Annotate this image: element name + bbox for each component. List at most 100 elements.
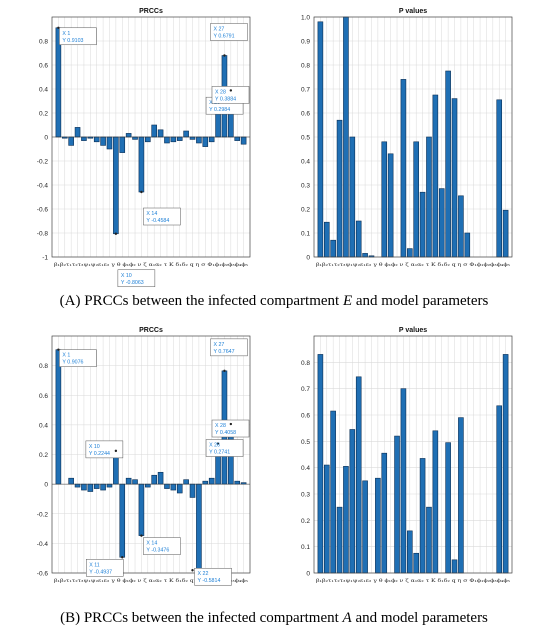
bar <box>170 483 177 491</box>
bar <box>202 480 209 485</box>
chart-title: PRCCs <box>139 327 163 334</box>
bar <box>394 435 400 574</box>
caption-b: (B) PRCCs between the infected compartme… <box>0 610 548 627</box>
chart-title: PRCCs <box>139 8 163 15</box>
y-tick-label: -0.8 <box>37 231 49 238</box>
prcc-chart-b: -0.6 -0.4 -0.2 0 0.2 0.4 0.6 0.8 PRCCs β₁β₂τ₁τ₂τ₃… <box>37 327 251 586</box>
datatip-box <box>210 23 248 41</box>
datatip-x-label: X 27 <box>213 342 224 348</box>
chart-title: P values <box>399 327 427 334</box>
bar <box>176 136 183 141</box>
datatip-marker <box>114 232 118 235</box>
y-tick-label: 0.7 <box>301 87 310 94</box>
bar <box>445 70 451 258</box>
bar <box>183 130 189 138</box>
bar <box>81 136 87 141</box>
bar <box>100 483 106 491</box>
x-tick-labels: β₁β₂τ₁τ₂τ₃ψ₁ψ₂ε₁ε₂ γ θ ϕ₁ϕ₂ ν ζ α₁α₂ τ K… <box>316 578 510 584</box>
y-tick-label: 0.4 <box>39 87 48 94</box>
y-tick-label: 0.2 <box>39 111 48 118</box>
datatip-x-label: X 1 <box>62 353 70 359</box>
datatip: X 10Y -0.8063 <box>114 232 156 288</box>
bar <box>208 136 215 143</box>
datatip-box <box>211 419 250 438</box>
bar <box>196 483 202 571</box>
datatip: X 11Y -0.4937 <box>86 556 124 577</box>
y-tick-label: 0 <box>44 135 48 142</box>
datatip-box <box>117 269 156 288</box>
caption-b-text-1: PRCCs between the infected compartment <box>80 610 343 626</box>
bar <box>451 559 458 574</box>
bar <box>189 136 196 140</box>
bar <box>426 136 432 258</box>
datatip-marker <box>140 534 143 537</box>
bar <box>87 483 94 492</box>
bar <box>125 133 132 138</box>
bar <box>445 442 451 574</box>
y-tick-label: -0.4 <box>37 541 49 548</box>
bar <box>323 464 330 574</box>
y-tick-label: 0.5 <box>301 135 310 142</box>
bar <box>349 429 356 574</box>
datatip-y-label: Y 0.2984 <box>209 107 230 113</box>
bar <box>458 195 464 258</box>
caption-b-tag: (B) <box>60 610 81 626</box>
datatip-y-label: Y 0.2244 <box>89 451 110 457</box>
datatip-box <box>210 338 248 357</box>
bar <box>438 188 445 258</box>
y-tick-label: 0.5 <box>301 439 310 446</box>
bar <box>426 506 432 574</box>
bar <box>496 99 503 258</box>
bar <box>138 483 145 536</box>
caption-b-var: A <box>342 610 352 626</box>
datatip-x-label: X 10 <box>121 273 132 279</box>
bar <box>119 483 126 558</box>
bar <box>419 458 426 574</box>
y-tick-label: 0.9 <box>301 39 310 46</box>
bar <box>68 477 74 485</box>
bar <box>106 483 113 488</box>
datatip-box <box>85 440 124 459</box>
datatip: X 1Y 0.9076 <box>57 348 97 367</box>
caption-a-text-1: PRCCs between the infected compartment <box>80 293 343 309</box>
bar <box>234 136 241 141</box>
bar <box>330 410 336 574</box>
datatip-x-label: X 28 <box>215 89 226 95</box>
datatip: X 14Y -0.3476 <box>140 534 181 555</box>
datatip-y-label: Y -0.8063 <box>121 280 144 286</box>
datatip-x-label: X 1 <box>62 31 70 37</box>
datatip-y-label: Y 0.3884 <box>215 96 236 102</box>
bar <box>113 136 119 235</box>
y-tick-label: -0.2 <box>37 159 49 166</box>
datatip-marker <box>191 569 194 572</box>
y-tick-label: 0.7 <box>301 386 310 393</box>
bar <box>170 136 177 143</box>
bar <box>157 129 164 138</box>
datatip-box <box>205 439 244 457</box>
datatip: X 22Y -0.5814 <box>191 567 232 586</box>
prcc-chart-a: -1 -0.8 -0.6 -0.4 -0.2 0 0.2 0.4 0.6 0.8 PRCCs β₁β₂… <box>37 8 251 288</box>
y-tick-label: 0.4 <box>39 422 48 429</box>
datatip-y-label: Y -0.3476 <box>146 548 169 554</box>
x-tick-labels: β₁β₂τ₁τ₂τ₃ψ₁ψ₂ε₁ε₂ γ θ ϕ₁ϕ₂ ν ζ α₁α₂ τ K… <box>316 262 510 268</box>
datatip-x-label: X 27 <box>213 27 224 33</box>
datatip-x-label: X 22 <box>198 571 209 577</box>
y-tick-label: 0 <box>306 571 310 578</box>
datatip-box <box>59 27 97 46</box>
bar <box>343 16 349 258</box>
bar <box>413 552 419 574</box>
bar <box>349 136 356 258</box>
bar <box>151 124 157 138</box>
bar <box>106 136 113 150</box>
bar <box>93 483 100 489</box>
panel-b: -0.6 -0.4 -0.2 0 0.2 0.4 0.6 0.8 PRCCs β₁β₂τ₁τ₂τ₃… <box>0 322 548 641</box>
plot-frame <box>51 16 251 258</box>
bar <box>496 405 503 574</box>
bar <box>432 94 439 258</box>
datatip-marker <box>216 442 220 445</box>
datatip-marker <box>229 89 233 92</box>
plot-frame <box>313 335 513 574</box>
bar <box>55 349 62 485</box>
bar <box>164 136 170 144</box>
datatip-marker <box>114 449 118 453</box>
